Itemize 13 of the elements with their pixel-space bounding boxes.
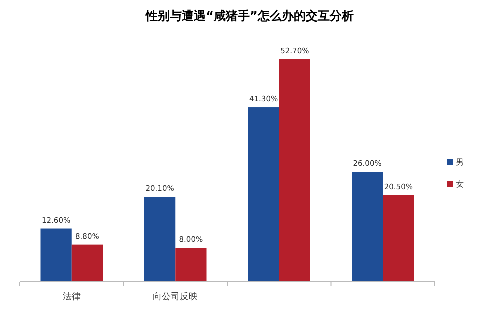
x-tick-label: 法律 <box>62 291 81 302</box>
chart-title: 性别与遭遇“咸猪手”怎么办的交互分析 <box>145 9 354 23</box>
bar <box>40 228 72 282</box>
bar <box>383 195 414 282</box>
legend-label: 男 <box>456 158 464 167</box>
bar <box>72 244 103 282</box>
bar <box>279 59 310 282</box>
bar <box>248 108 280 282</box>
bar <box>176 248 207 282</box>
bar <box>352 172 384 282</box>
x-tick-label: 向公司反映 <box>153 291 198 302</box>
bar <box>144 197 176 282</box>
legend-label: 女 <box>456 180 464 189</box>
